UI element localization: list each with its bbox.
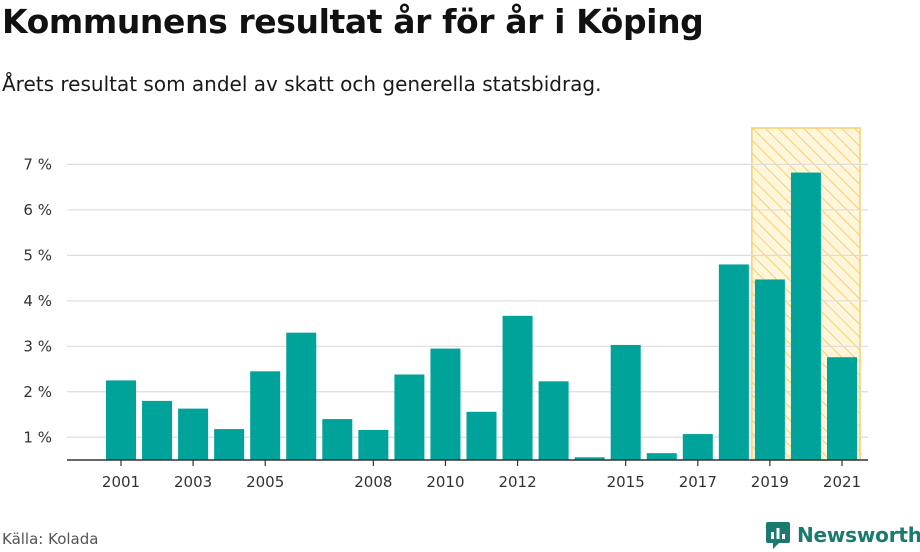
bar-2013 (538, 381, 569, 460)
chart-subtitle: Årets resultat som andel av skatt och ge… (2, 72, 602, 96)
bar-2019 (754, 279, 785, 460)
y-tick-label: 3 % (23, 337, 52, 355)
bar-2021 (827, 357, 857, 460)
bar-chart: 1 % 2 % 3 % 4 % 5 % 6 % 7 % 2001 2003 2005 2008 20… (23, 127, 868, 491)
x-tick-label: 2008 (354, 473, 392, 491)
bar-2011 (466, 411, 497, 460)
chart-title: Kommunens resultat år för år i Köping (2, 2, 704, 41)
bar-2015 (610, 344, 641, 460)
bar-2016 (646, 453, 677, 460)
newsworthy-logo-icon (766, 522, 790, 549)
x-tick-label: 2015 (607, 473, 645, 491)
y-tick-label: 6 % (23, 201, 52, 219)
newsworthy-logo: Newsworthy (765, 520, 920, 550)
bar-2002 (142, 400, 173, 460)
y-tick-label: 1 % (23, 428, 52, 446)
bar-2005 (250, 371, 281, 460)
bar-2006 (286, 332, 317, 460)
x-tick-label: 2019 (751, 473, 789, 491)
x-tick-label: 2021 (823, 473, 861, 491)
bar-2009 (394, 374, 425, 460)
bar-2014 (574, 457, 605, 460)
bar-2004 (214, 429, 245, 460)
y-tick-label: 2 % (23, 383, 52, 401)
x-tick-label: 2017 (679, 473, 717, 491)
bar-2017 (682, 434, 713, 460)
x-tick-label: 2005 (246, 473, 284, 491)
y-tick-label: 5 % (23, 246, 52, 264)
bar-2003 (178, 408, 209, 460)
bar-2020 (790, 172, 821, 460)
x-tick-label: 2001 (102, 473, 140, 491)
bar-2010 (430, 348, 461, 460)
bar-2018 (718, 264, 749, 460)
y-tick-label: 4 % (23, 292, 52, 310)
x-tick-label: 2003 (174, 473, 212, 491)
source-note: Källa: Kolada (2, 530, 99, 548)
bar-2012 (502, 315, 533, 460)
x-tick-label: 2012 (498, 473, 536, 491)
brand-name: Newsworthy (797, 523, 920, 547)
bar-2001 (106, 380, 136, 460)
bar-2008 (358, 429, 389, 460)
bar-2007 (322, 419, 353, 460)
x-tick-label: 2010 (426, 473, 464, 491)
y-tick-label: 7 % (23, 155, 52, 173)
